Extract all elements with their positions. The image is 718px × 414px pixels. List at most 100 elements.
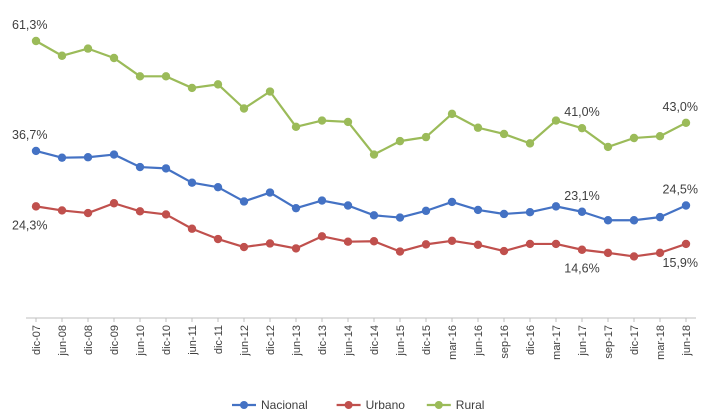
legend-marker-rural	[434, 401, 443, 409]
legend: Nacional Urbano Rural	[232, 398, 484, 412]
data-point-rural	[577, 123, 587, 133]
data-point-rural	[525, 139, 535, 148]
series-line-nacional	[35, 149, 687, 222]
data-point-rural	[291, 122, 301, 132]
data-point-urbano	[57, 206, 67, 215]
data-point-rural	[447, 109, 457, 119]
data-label-urbano: 14,6%	[564, 262, 599, 276]
data-label-urbano: 24,3%	[12, 218, 47, 232]
x-tick-label: jun-18	[681, 325, 693, 357]
data-point-rural	[629, 133, 639, 143]
data-point-urbano	[135, 207, 145, 216]
data-point-rural	[109, 53, 119, 63]
data-point-nacional	[655, 212, 665, 222]
data-point-rural	[317, 116, 327, 125]
x-tick-label: dic-12	[265, 325, 277, 355]
data-point-nacional	[603, 216, 613, 225]
series-line-urbano	[35, 202, 687, 258]
data-point-urbano	[421, 240, 431, 249]
data-point-nacional	[83, 153, 93, 162]
x-tick-label: dic-09	[109, 325, 121, 355]
data-point-rural	[343, 117, 353, 127]
data-point-rural	[187, 83, 197, 93]
legend-marker-urbano	[344, 401, 353, 409]
x-tick-label: jun-17	[577, 325, 589, 357]
x-tick-label: dic-10	[161, 325, 173, 355]
data-point-nacional	[265, 188, 275, 197]
data-point-rural	[369, 150, 379, 159]
data-label-rural: 41,0%	[564, 105, 599, 119]
data-point-nacional	[291, 203, 301, 213]
data-point-urbano	[681, 239, 691, 249]
data-point-nacional	[57, 153, 67, 162]
data-point-urbano	[161, 210, 171, 219]
data-point-nacional	[395, 213, 405, 222]
x-tick-label: dic-17	[629, 325, 641, 355]
data-label-nacional: 36,7%	[12, 128, 47, 142]
data-point-urbano	[317, 232, 327, 241]
x-tick-label: jun-14	[343, 325, 355, 357]
data-point-rural	[213, 80, 223, 89]
x-tick-label: jun-08	[57, 325, 69, 357]
legend-label-urbano: Urbano	[366, 398, 406, 412]
data-point-nacional	[31, 146, 41, 156]
data-point-nacional	[499, 209, 509, 219]
data-point-urbano	[369, 237, 379, 246]
x-tick-label: jun-12	[239, 325, 251, 357]
x-tick-label: jun-15	[395, 325, 407, 357]
data-point-rural	[603, 142, 613, 152]
data-point-urbano	[83, 208, 93, 218]
data-label-rural: 43,0%	[663, 100, 698, 114]
data-point-nacional	[525, 207, 535, 217]
data-point-nacional	[629, 216, 639, 225]
data-point-rural	[57, 51, 67, 60]
data-point-urbano	[213, 234, 223, 244]
data-point-nacional	[343, 201, 353, 210]
data-point-rural	[135, 72, 145, 81]
x-tick-label: dic-14	[369, 325, 381, 355]
data-point-urbano	[291, 244, 301, 253]
data-point-urbano	[551, 239, 561, 249]
series-line-rural	[35, 40, 687, 156]
data-point-nacional	[681, 201, 691, 210]
data-point-rural	[681, 118, 691, 128]
x-tick-label: dic-11	[213, 325, 225, 354]
data-point-nacional	[161, 164, 171, 173]
data-point-nacional	[551, 202, 561, 211]
data-point-rural	[421, 132, 431, 142]
data-point-nacional	[187, 178, 197, 187]
data-label-nacional: 23,1%	[564, 189, 599, 203]
data-point-urbano	[31, 202, 41, 211]
data-point-urbano	[473, 240, 483, 250]
data-point-nacional	[213, 182, 223, 192]
x-tick-label: jun-10	[135, 325, 147, 357]
x-tick-label: dic-16	[525, 325, 537, 355]
data-point-nacional	[109, 150, 119, 159]
x-tick-label: mar-18	[655, 325, 667, 360]
x-tick-label: sep-17	[603, 325, 615, 359]
x-tick-label: dic-07	[31, 325, 43, 355]
data-point-urbano	[395, 247, 405, 256]
data-point-urbano	[343, 237, 353, 246]
x-tick-label: dic-15	[421, 325, 433, 355]
data-point-nacional	[135, 162, 145, 172]
data-point-rural	[265, 87, 275, 96]
data-labels: 36,7% 23,1% 24,5% 24,3% 14,6% 15,9% 61,3% 41,0%…	[12, 18, 698, 276]
data-point-urbano	[447, 236, 457, 246]
legend-label-rural: Rural	[456, 398, 485, 412]
x-tick-label: jun-13	[291, 325, 303, 357]
data-point-urbano	[525, 239, 535, 249]
data-point-urbano	[603, 248, 613, 258]
data-point-urbano	[655, 248, 665, 258]
data-point-nacional	[239, 197, 249, 206]
x-tick-label: dic-13	[317, 325, 329, 355]
data-label-urbano: 15,9%	[663, 256, 698, 270]
x-axis: dic-07 jun-08 dic-08 dic-09 jun-10 dic-10 jun-…	[26, 317, 696, 360]
data-point-nacional	[421, 206, 431, 216]
x-tick-label: jun-16	[473, 325, 485, 357]
data-point-urbano	[187, 224, 197, 233]
x-tick-label: jun-11	[187, 325, 199, 356]
data-point-nacional	[577, 207, 587, 216]
